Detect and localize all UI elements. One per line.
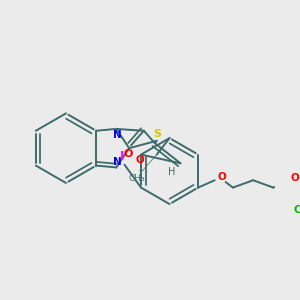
Text: S: S: [154, 129, 162, 140]
Text: N: N: [113, 130, 122, 140]
Text: Cl: Cl: [293, 206, 300, 215]
Text: Methoxy: Methoxy: [138, 170, 144, 171]
Text: O: O: [136, 155, 145, 165]
Text: O: O: [124, 149, 133, 159]
Text: O: O: [291, 173, 300, 183]
Text: CH₃: CH₃: [128, 174, 145, 183]
Text: O: O: [218, 172, 226, 182]
Text: H: H: [168, 167, 175, 178]
Text: I: I: [120, 150, 124, 163]
Text: N: N: [113, 157, 122, 167]
